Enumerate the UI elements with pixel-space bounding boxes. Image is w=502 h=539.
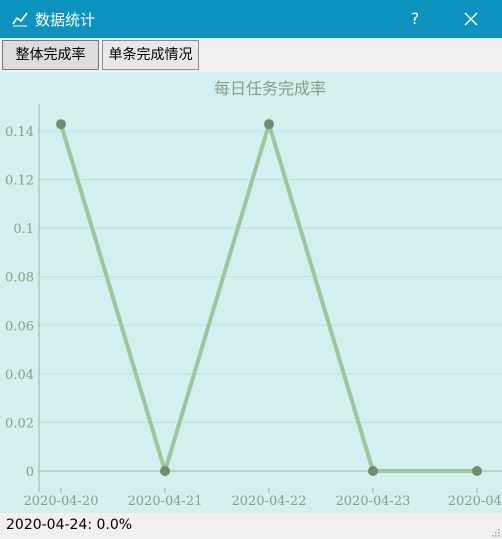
window-title: 数据统计 [35, 11, 96, 29]
x-tick-label: 2020-04-22 [232, 494, 307, 509]
series-line [59, 117, 477, 478]
tab-overall-completion[interactable]: 整体完成率 [2, 40, 99, 70]
tab-single-item-status[interactable]: 单条完成情况 [102, 40, 199, 70]
chart-area: 每日任务完成率 0 0.02 0.04 0.06 0.08 0.1 0.12 0.14 2020-… [0, 72, 502, 513]
resize-grip-icon[interactable] [490, 527, 500, 537]
chart-icon [11, 10, 29, 28]
y-tick-label: 0.02 [5, 416, 34, 431]
status-bar: 2020-04-24: 0.0% [0, 513, 502, 539]
x-tick-label: 2020-04- [448, 494, 502, 509]
line-chart: 每日任务完成率 0 0.02 0.04 0.06 0.08 0.1 0.12 0.14 2020-… [5, 79, 502, 509]
y-tick-label: 0.04 [5, 368, 34, 383]
y-tick-label: 0.1 [13, 222, 34, 237]
data-point [264, 119, 274, 130]
y-tick-label: 0.14 [5, 125, 34, 140]
y-tick-label: 0 [26, 465, 34, 480]
y-tick-label: 0.06 [5, 319, 34, 334]
title-bar: 数据统计 ? [0, 0, 502, 38]
data-point [472, 466, 482, 476]
y-tick-label: 0.12 [5, 174, 34, 189]
tab-bar: 整体完成率 单条完成情况 [0, 38, 502, 72]
x-tick-label: 2020-04-23 [336, 494, 411, 509]
status-text: 2020-04-24: 0.0% [6, 517, 133, 533]
y-tick-label: 0.08 [5, 271, 34, 286]
x-tick-label: 2020-04-21 [128, 494, 203, 509]
x-tick-label: 2020-04-20 [24, 494, 99, 509]
help-button[interactable]: ? [410, 9, 420, 28]
data-point [160, 466, 170, 476]
data-point [56, 119, 66, 130]
data-point [368, 466, 378, 476]
chart-title: 每日任务完成率 [214, 79, 326, 98]
close-icon[interactable] [452, 6, 490, 32]
